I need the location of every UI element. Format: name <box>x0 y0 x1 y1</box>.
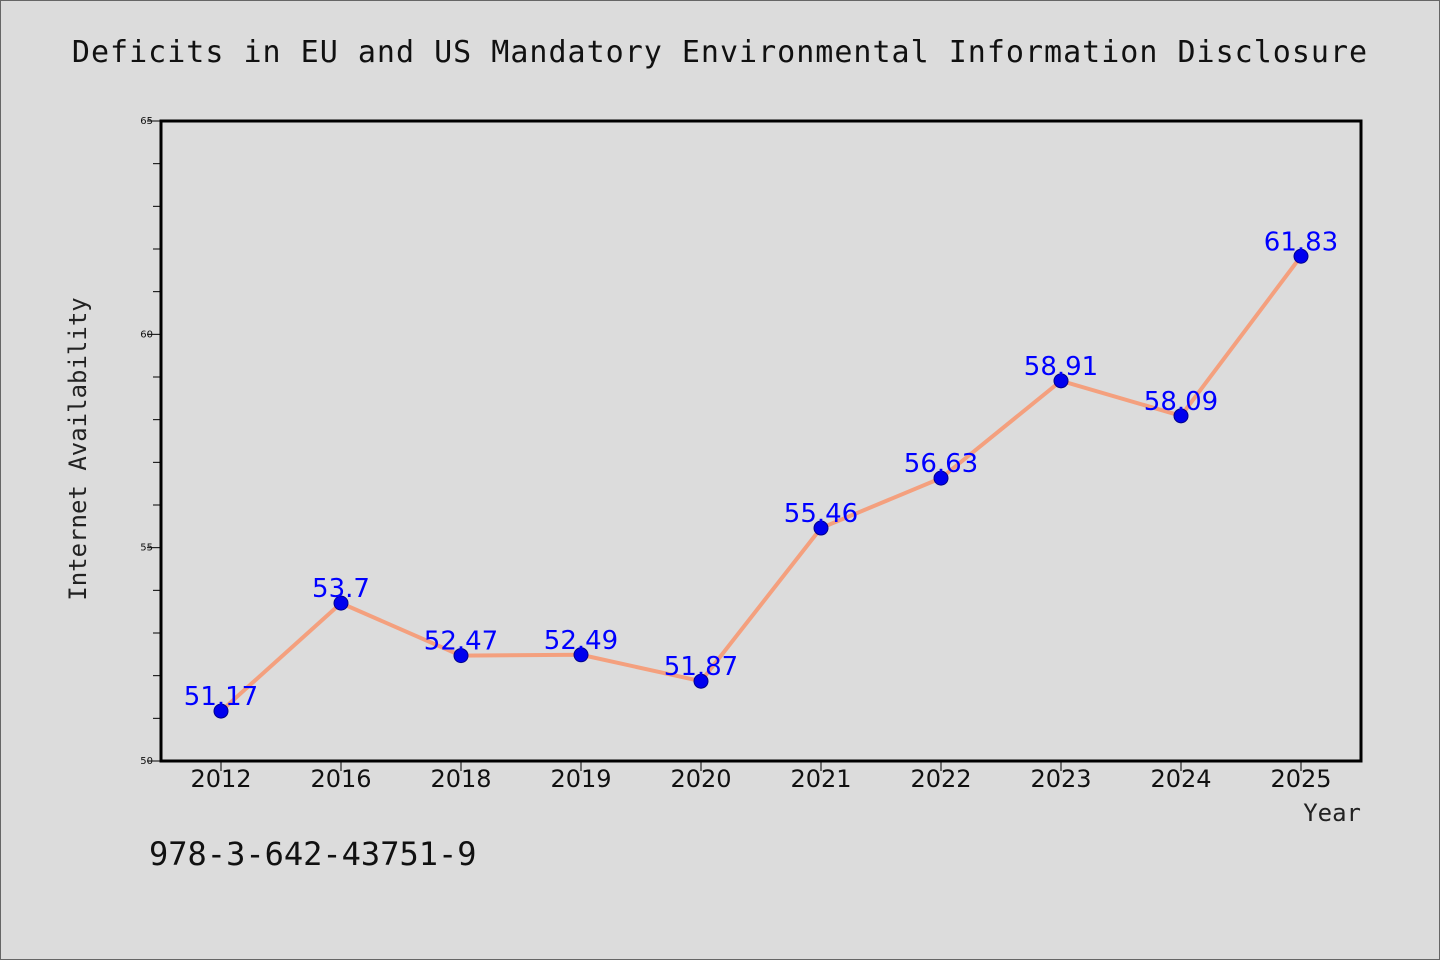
x-tick-label: 2018 <box>430 765 491 793</box>
data-point <box>1293 248 1309 264</box>
plot-area <box>159 119 1363 763</box>
data-label: 52.47 <box>424 627 498 657</box>
series-line <box>219 254 1303 714</box>
data-point <box>1173 408 1189 424</box>
chart-title: Deficits in EU and US Mandatory Environm… <box>71 35 1369 70</box>
data-point <box>693 673 709 689</box>
series-points <box>213 248 1309 719</box>
data-point <box>453 648 469 664</box>
x-tick-label: 2012 <box>190 765 251 793</box>
data-label: 52.49 <box>544 626 618 656</box>
data-point <box>213 703 229 719</box>
y-tick-label: 50 <box>140 756 153 767</box>
data-labels: 51.17 53.7 52.47 52.49 51.87 55.46 56.63 58.91 5… <box>184 227 1338 712</box>
data-label: 61.83 <box>1264 227 1338 257</box>
data-label: 55.46 <box>784 499 858 529</box>
y-tick-label: 55 <box>140 543 153 554</box>
x-tick-label: 2016 <box>310 765 371 793</box>
x-axis-label: Year <box>1303 799 1361 827</box>
x-axis-ticks: 2012 2016 2018 2019 2020 2021 2022 2023 2024 2025 <box>190 761 1332 793</box>
x-tick-label: 2025 <box>1270 765 1331 793</box>
data-point <box>333 595 349 611</box>
y-axis-label: Internet Availability <box>64 297 92 600</box>
isbn-text: 978-3-642-43751-9 <box>149 835 477 873</box>
x-tick-label: 2021 <box>790 765 851 793</box>
data-label: 51.87 <box>664 652 738 682</box>
data-point <box>573 647 589 663</box>
y-tick-label: 60 <box>140 329 153 340</box>
y-tick-label: 65 <box>140 116 153 127</box>
data-point <box>933 470 949 486</box>
data-label: 58.91 <box>1024 352 1098 382</box>
data-label: 56.63 <box>904 449 978 479</box>
x-tick-label: 2022 <box>910 765 971 793</box>
x-tick-label: 2024 <box>1150 765 1211 793</box>
data-label: 58.09 <box>1144 387 1218 417</box>
x-tick-label: 2019 <box>550 765 611 793</box>
data-label: 51.17 <box>184 682 258 712</box>
y-axis-ticks: 50 55 60 65 <box>140 116 161 767</box>
data-point <box>1053 373 1069 389</box>
data-point <box>813 520 829 536</box>
x-tick-label: 2020 <box>670 765 731 793</box>
data-label: 53.7 <box>312 574 370 604</box>
x-tick-label: 2023 <box>1030 765 1091 793</box>
